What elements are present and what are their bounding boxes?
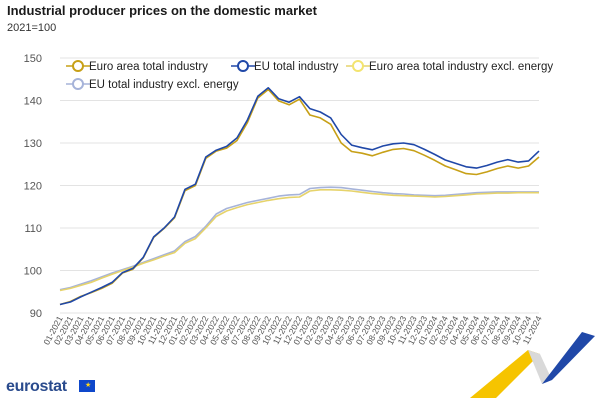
y-tick-label: 150 <box>24 53 42 65</box>
eurostat-ribbon-icon <box>470 332 595 398</box>
y-tick-label: 130 <box>24 138 42 150</box>
legend: Euro area total industry EU total industr… <box>66 60 553 91</box>
legend-label: Euro area total industry <box>89 61 208 73</box>
y-tick-label: 120 <box>24 181 42 193</box>
eu-flag-icon: ★ <box>79 380 95 392</box>
legend-label: EU total industry <box>254 61 339 73</box>
chart-title: Industrial producer prices on the domest… <box>7 3 317 18</box>
y-tick-label: 90 <box>30 308 42 320</box>
legend-marker <box>72 78 84 90</box>
legend-marker <box>72 60 84 72</box>
legend-marker <box>352 60 364 72</box>
x-axis: 01-202102-202103-202104-202105-202106-20… <box>41 314 544 346</box>
legend-marker <box>237 60 249 72</box>
series-lines <box>59 87 540 306</box>
y-tick-label: 110 <box>24 223 42 235</box>
y-tick-label: 140 <box>24 96 42 108</box>
chart-subtitle: 2021=100 <box>7 22 57 34</box>
series-line-2 <box>59 189 539 292</box>
series-line-3 <box>59 186 539 291</box>
series-line-1 <box>59 87 540 306</box>
y-tick-label: 100 <box>24 266 42 278</box>
y-axis: 90 100 110 120 130 140 150 <box>24 53 42 320</box>
eurostat-logo: eurostat <box>6 378 67 395</box>
legend-label: EU total industry excl. energy <box>89 79 239 91</box>
legend-label: Euro area total industry excl. energy <box>369 61 553 73</box>
